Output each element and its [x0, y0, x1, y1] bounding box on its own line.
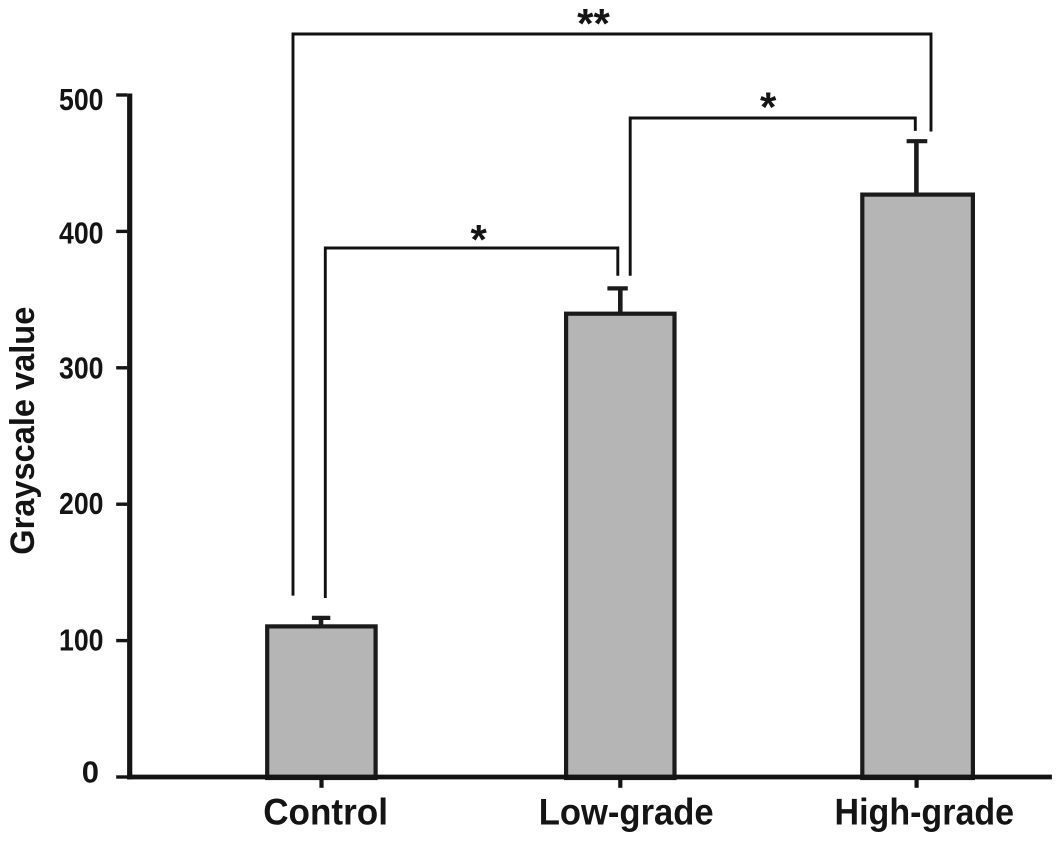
svg-text:300: 300 — [59, 350, 104, 385]
svg-text:Control: Control — [263, 791, 388, 832]
svg-text:*: * — [760, 83, 777, 130]
svg-text:200: 200 — [59, 486, 104, 521]
svg-text:100: 100 — [59, 622, 104, 657]
svg-text:400: 400 — [59, 215, 104, 250]
svg-text:*: * — [471, 216, 488, 263]
svg-text:High-grade: High-grade — [835, 791, 1015, 832]
svg-text:0: 0 — [82, 754, 99, 789]
svg-text:Low-grade: Low-grade — [539, 791, 714, 832]
svg-text:Grayscale value: Grayscale value — [4, 307, 42, 555]
svg-text:**: ** — [577, 0, 610, 47]
svg-text:500: 500 — [59, 82, 104, 117]
